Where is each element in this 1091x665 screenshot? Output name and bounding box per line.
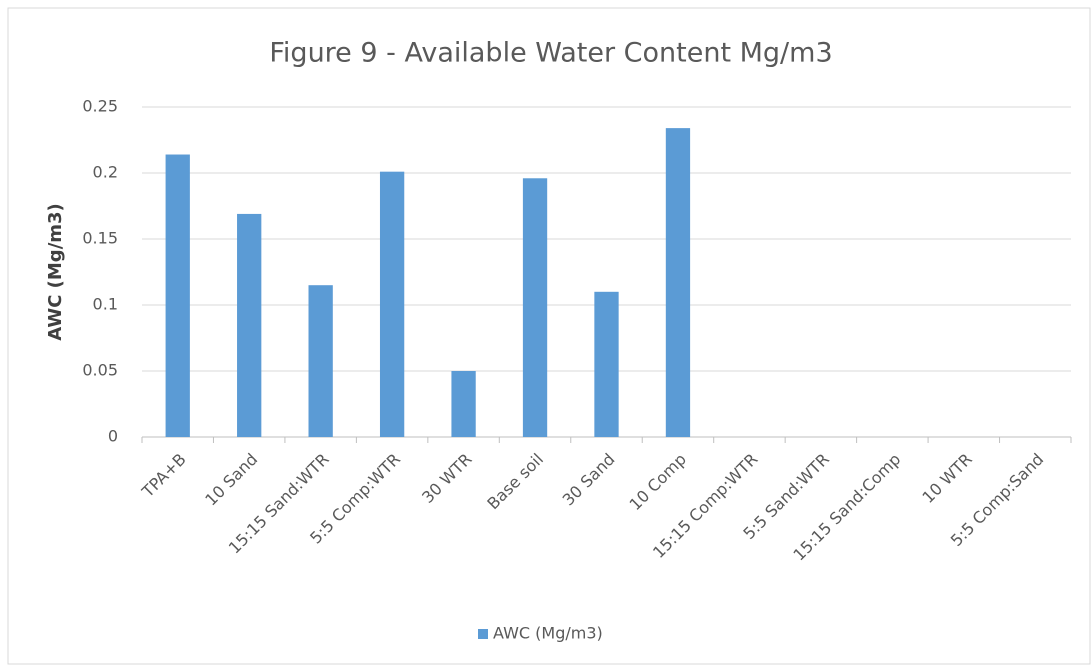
y-tick-label: 0.1 — [93, 295, 118, 314]
y-axis-label: AWC (Mg/m3) — [45, 203, 66, 341]
y-tick-label: 0.2 — [93, 163, 118, 182]
bar — [451, 371, 476, 437]
bar — [308, 285, 333, 437]
bar — [522, 178, 548, 437]
y-tick-label: 0.25 — [82, 97, 118, 116]
legend-swatch — [478, 629, 488, 639]
y-tick-label: 0.15 — [82, 229, 118, 248]
legend-label: AWC (Mg/m3) — [493, 624, 603, 643]
bar — [665, 128, 691, 437]
y-tick-label: 0 — [108, 427, 118, 446]
bar — [594, 291, 619, 437]
bar — [379, 171, 405, 437]
chart-title: Figure 9 - Available Water Content Mg/m3 — [269, 38, 832, 69]
bar — [237, 213, 262, 437]
bar — [165, 154, 190, 437]
y-tick-label: 0.05 — [82, 361, 118, 380]
